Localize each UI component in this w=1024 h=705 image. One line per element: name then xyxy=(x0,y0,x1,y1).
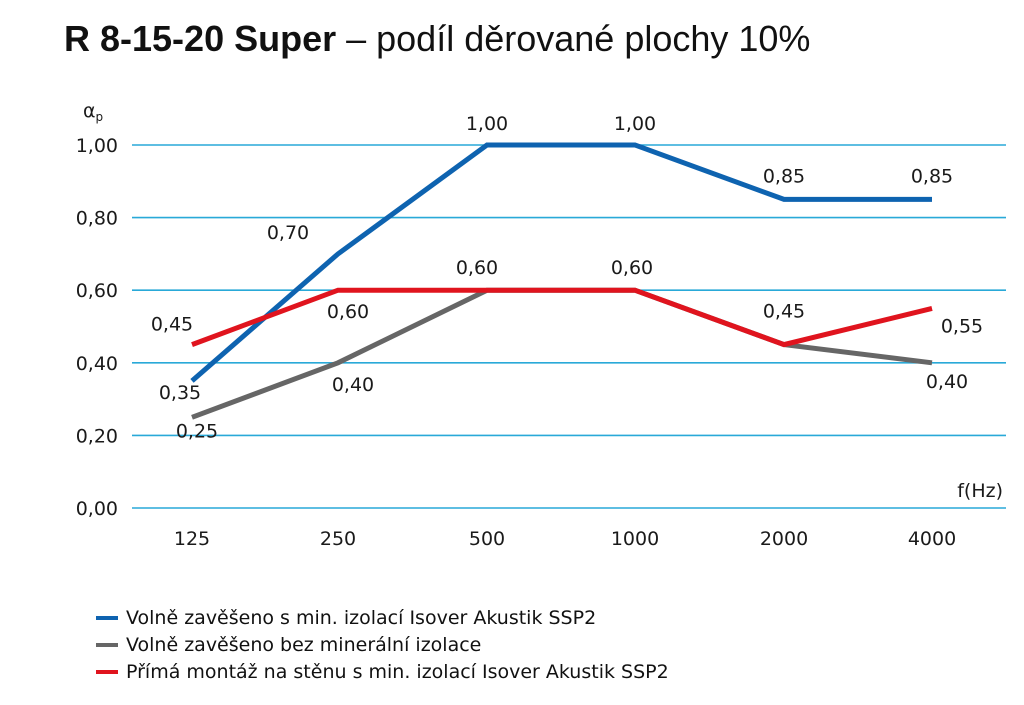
legend-item: Volně zavěšeno s min. izolací Isover Aku… xyxy=(96,604,669,631)
chart-title-rest: – podíl děrované plochy 10% xyxy=(336,18,811,59)
x-axis-label: f(Hz) xyxy=(957,480,1003,502)
x-tick-label: 4000 xyxy=(908,528,956,550)
data-label: 0,60 xyxy=(456,257,498,279)
legend-label: Volně zavěšeno bez minerální izolace xyxy=(126,633,482,656)
x-tick-label: 500 xyxy=(469,528,505,550)
data-label: 0,55 xyxy=(941,315,983,337)
legend-label: Přímá montáž na stěnu s min. izolací Iso… xyxy=(126,660,669,683)
x-tick-label: 125 xyxy=(174,528,210,550)
data-label: 0,60 xyxy=(611,257,653,279)
data-label: 0,40 xyxy=(332,374,374,396)
y-tick-label: 0,60 xyxy=(76,280,118,302)
legend-label: Volně zavěšeno s min. izolací Isover Aku… xyxy=(126,606,597,629)
data-label: 0,25 xyxy=(176,420,218,442)
legend-swatch xyxy=(96,642,118,647)
series-line xyxy=(191,287,933,348)
y-tick-label: 0,00 xyxy=(76,498,118,520)
data-label: 0,45 xyxy=(763,301,805,323)
chart-title: R 8-15-20 Super – podíl děrované plochy … xyxy=(64,18,810,60)
y-axis-label: αp xyxy=(83,100,103,124)
y-tick-label: 1,00 xyxy=(76,135,118,157)
x-tick-label: 2000 xyxy=(760,528,808,550)
y-tick-label: 0,80 xyxy=(76,208,118,230)
legend-swatch xyxy=(96,615,118,620)
chart-title-main: R 8-15-20 Super xyxy=(64,18,337,59)
data-label: 0,85 xyxy=(763,165,805,187)
series-line xyxy=(190,142,932,383)
series-line xyxy=(191,287,933,420)
data-label: 0,40 xyxy=(926,371,968,393)
legend-item: Volně zavěšeno bez minerální izolace xyxy=(96,631,669,658)
data-label: 1,00 xyxy=(466,113,508,135)
x-tick-label: 1000 xyxy=(611,528,659,550)
data-label: 0,45 xyxy=(151,314,193,336)
line-chart: 0,00 0,20 0,40 0,60 0,80 1,00 125 250 500 1000 200… xyxy=(76,100,1006,550)
data-label: 0,85 xyxy=(911,165,953,187)
data-label: 0,70 xyxy=(267,222,309,244)
legend: Volně zavěšeno s min. izolací Isover Aku… xyxy=(96,604,669,685)
data-label: 1,00 xyxy=(614,113,656,135)
y-tick-label: 0,40 xyxy=(76,353,118,375)
data-label: 0,60 xyxy=(327,301,369,323)
y-tick-label: 0,20 xyxy=(76,425,118,447)
data-label: 0,35 xyxy=(159,382,201,404)
legend-item: Přímá montáž na stěnu s min. izolací Iso… xyxy=(96,658,669,685)
legend-swatch xyxy=(96,669,118,674)
x-tick-label: 250 xyxy=(320,528,356,550)
